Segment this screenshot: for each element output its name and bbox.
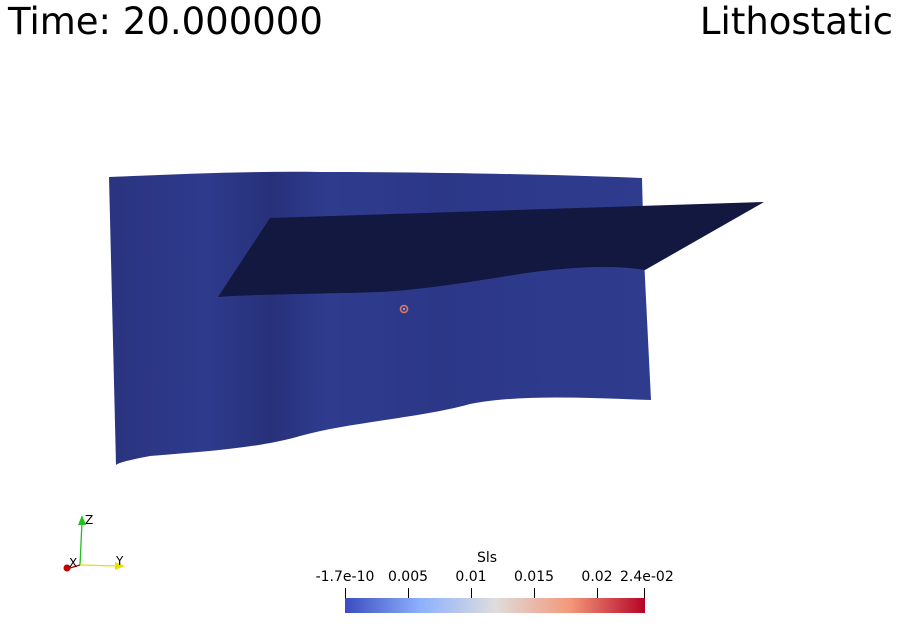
fault-plane xyxy=(218,202,764,297)
z-axis-arrow xyxy=(78,515,86,525)
scenario-label: Lithostatic xyxy=(699,0,893,43)
orientation-axes xyxy=(63,515,125,572)
y-axis-label: Y xyxy=(116,554,124,568)
colorbar-tick-mark xyxy=(644,588,645,598)
x-axis-line xyxy=(69,564,81,569)
x-axis-label: X xyxy=(69,556,78,570)
x-axis-dot xyxy=(63,564,71,572)
z-axis-label: Z xyxy=(85,513,94,527)
colorbar-tick-label: 0.01 xyxy=(455,569,487,585)
colorbar-tick-mark xyxy=(408,588,409,598)
colorbar-gradient xyxy=(345,598,645,613)
y-axis-arrow xyxy=(115,562,125,570)
colorbar-tick-mark xyxy=(345,588,346,598)
colorbar-tick-mark xyxy=(597,588,598,598)
colorbar-tick-label: 0.005 xyxy=(387,569,429,585)
z-axis-line xyxy=(79,521,83,566)
probe-marker xyxy=(399,304,409,314)
colorbar-tick-mark xyxy=(471,588,472,598)
colorbar-tick-label: 0.015 xyxy=(513,569,555,585)
time-label: Time: 20.000000 xyxy=(8,0,323,43)
colorbar-tick-label: 2.4e-02 xyxy=(620,569,674,585)
colorbar-tick-mark xyxy=(534,588,535,598)
y-axis-line xyxy=(79,564,119,567)
colorbar-tick-label: -1.7e-10 xyxy=(315,569,375,585)
colorbar-title: Sls xyxy=(476,550,498,566)
colorbar-tick-label: 0.02 xyxy=(581,569,613,585)
